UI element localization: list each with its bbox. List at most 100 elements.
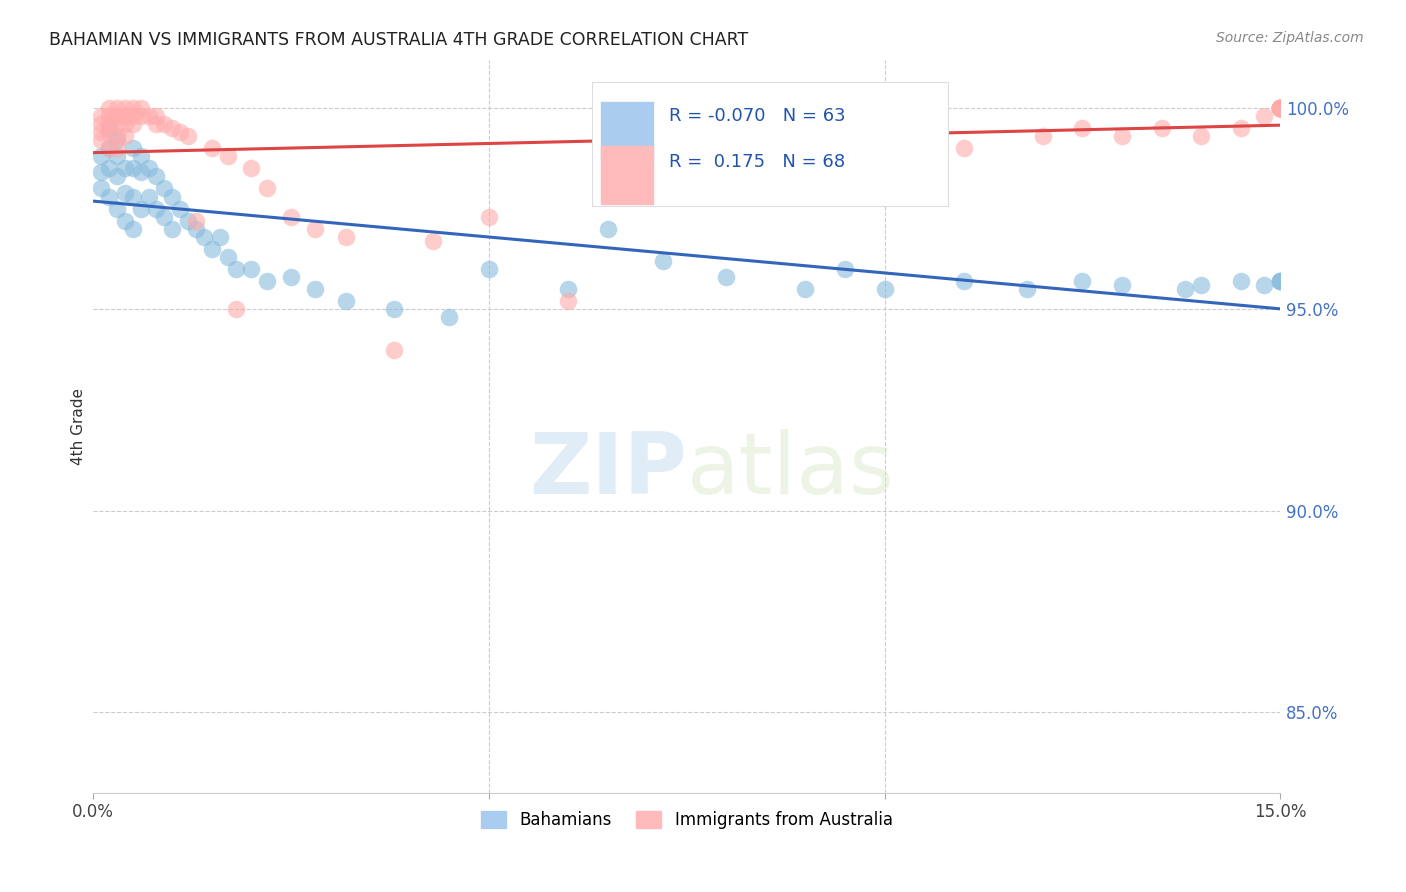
Point — [98, 109, 121, 123]
Point — [1032, 129, 1054, 144]
Point — [225, 302, 247, 317]
Point — [1270, 101, 1292, 115]
Point — [114, 117, 136, 131]
Point — [98, 161, 121, 176]
Point — [129, 202, 152, 216]
Text: BAHAMIAN VS IMMIGRANTS FROM AUSTRALIA 4TH GRADE CORRELATION CHART: BAHAMIAN VS IMMIGRANTS FROM AUSTRALIA 4T… — [49, 31, 748, 49]
Point — [1270, 101, 1292, 115]
Point — [114, 186, 136, 200]
Point — [193, 229, 215, 244]
Point — [114, 129, 136, 144]
Point — [90, 181, 112, 195]
Point — [105, 109, 128, 123]
Point — [794, 129, 817, 144]
Point — [98, 189, 121, 203]
Point — [90, 109, 112, 123]
Text: R =  0.175   N = 68: R = 0.175 N = 68 — [669, 153, 845, 171]
Text: Source: ZipAtlas.com: Source: ZipAtlas.com — [1216, 31, 1364, 45]
Point — [169, 202, 191, 216]
Point — [208, 229, 231, 244]
Point — [280, 270, 302, 285]
Point — [145, 169, 167, 184]
Point — [1270, 274, 1292, 288]
Point — [382, 343, 405, 357]
Point — [1111, 129, 1133, 144]
Point — [1270, 274, 1292, 288]
Point — [1270, 101, 1292, 115]
Point — [382, 302, 405, 317]
Point — [105, 117, 128, 131]
Point — [1253, 109, 1275, 123]
Point — [636, 129, 658, 144]
Point — [1150, 121, 1173, 136]
Text: atlas: atlas — [686, 429, 894, 512]
Point — [478, 262, 501, 277]
Point — [177, 213, 200, 227]
Point — [952, 141, 974, 155]
Point — [105, 202, 128, 216]
Point — [121, 161, 143, 176]
Y-axis label: 4th Grade: 4th Grade — [72, 388, 86, 465]
Point — [256, 181, 278, 195]
Point — [1111, 278, 1133, 293]
Point — [1270, 101, 1292, 115]
Point — [90, 149, 112, 163]
Point — [114, 101, 136, 115]
Point — [1253, 278, 1275, 293]
Point — [169, 125, 191, 139]
Point — [153, 117, 176, 131]
Point — [716, 270, 738, 285]
Point — [129, 101, 152, 115]
Point — [162, 189, 184, 203]
Point — [240, 262, 263, 277]
FancyBboxPatch shape — [592, 81, 948, 206]
Point — [1270, 101, 1292, 115]
Point — [121, 101, 143, 115]
Point — [1270, 101, 1292, 115]
Point — [256, 274, 278, 288]
Point — [129, 109, 152, 123]
Point — [217, 149, 239, 163]
Point — [304, 221, 326, 235]
Point — [129, 149, 152, 163]
Text: ZIP: ZIP — [529, 429, 686, 512]
Point — [1270, 101, 1292, 115]
FancyBboxPatch shape — [602, 146, 654, 204]
Point — [90, 133, 112, 147]
Point — [557, 282, 579, 296]
Point — [557, 294, 579, 309]
FancyBboxPatch shape — [602, 102, 654, 160]
Point — [422, 234, 444, 248]
Point — [1015, 282, 1038, 296]
Point — [121, 117, 143, 131]
Point — [129, 165, 152, 179]
Point — [1189, 278, 1212, 293]
Point — [105, 169, 128, 184]
Point — [1071, 274, 1094, 288]
Point — [105, 141, 128, 155]
Point — [1229, 121, 1251, 136]
Point — [1270, 101, 1292, 115]
Point — [121, 221, 143, 235]
Point — [304, 282, 326, 296]
Point — [105, 133, 128, 147]
Point — [1270, 101, 1292, 115]
Point — [1270, 101, 1292, 115]
Point — [1189, 129, 1212, 144]
Point — [596, 221, 619, 235]
Point — [439, 310, 461, 325]
Point — [145, 202, 167, 216]
Point — [98, 141, 121, 155]
Point — [98, 101, 121, 115]
Point — [98, 125, 121, 139]
Point — [1229, 274, 1251, 288]
Point — [240, 161, 263, 176]
Point — [225, 262, 247, 277]
Point — [716, 129, 738, 144]
Point — [90, 117, 112, 131]
Point — [114, 109, 136, 123]
Point — [873, 282, 896, 296]
Point — [335, 294, 357, 309]
Point — [98, 121, 121, 136]
Point — [478, 210, 501, 224]
